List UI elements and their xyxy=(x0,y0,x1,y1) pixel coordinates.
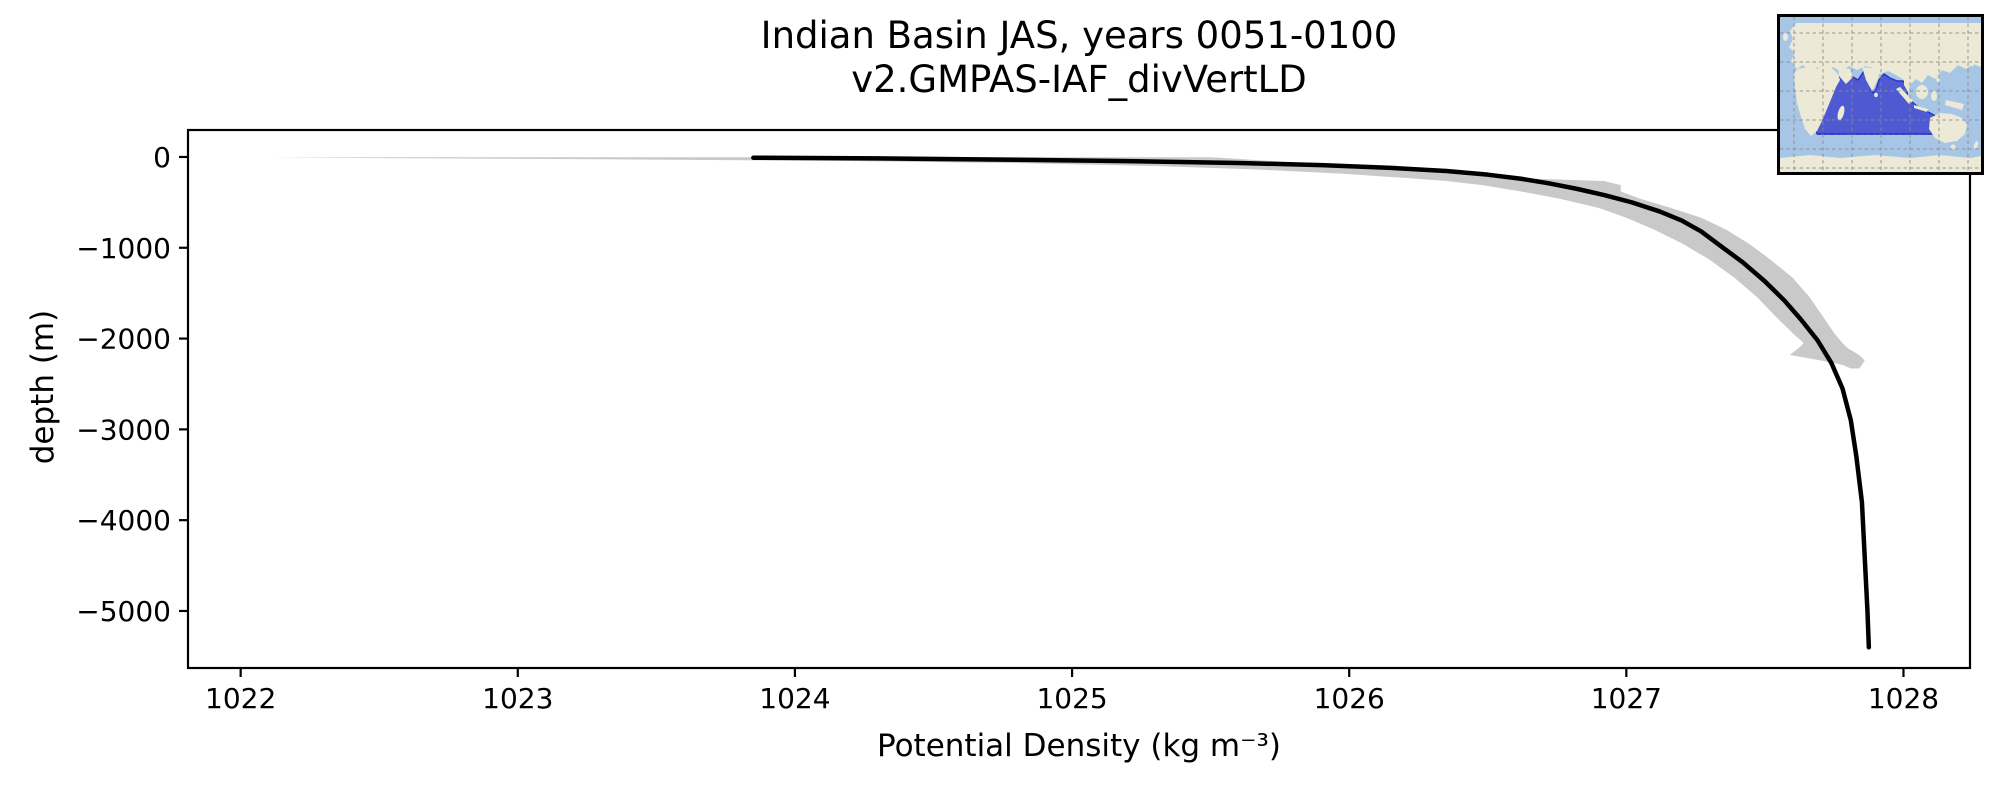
x-axis-label: Potential Density (kg m⁻³) xyxy=(876,728,1282,764)
x-tick-label: 1022 xyxy=(205,682,276,715)
region-inset-map xyxy=(1777,14,1984,175)
land-malay-peninsula xyxy=(1904,77,1910,94)
x-tick-label: 1027 xyxy=(1591,682,1662,715)
land-eurasia xyxy=(1789,23,1981,85)
y-tick-label: −2000 xyxy=(76,323,171,356)
y-tick-label: 0 xyxy=(153,141,171,174)
chart-title-line1: Indian Basin JAS, years 0051-0100 xyxy=(760,14,1398,57)
x-tick-label: 1028 xyxy=(1868,682,1939,715)
land-japan-2 xyxy=(1970,61,1974,67)
land-java xyxy=(1914,105,1928,112)
x-tick-label: 1025 xyxy=(1036,682,1107,715)
land-sri-lanka xyxy=(1874,92,1878,98)
inset-landmasses xyxy=(1780,23,1981,172)
chart-title: Indian Basin JAS, years 0051-0100 v2.GMP… xyxy=(188,14,1970,102)
y-tick-label: −1000 xyxy=(76,232,171,265)
land-new-zealand xyxy=(1973,141,1979,149)
y-tick-label: −4000 xyxy=(76,504,171,537)
y-tick-label: −3000 xyxy=(76,413,171,446)
x-tick-label: 1023 xyxy=(482,682,553,715)
chart-title-line2: v2.GMPAS-IAF_divVertLD xyxy=(851,58,1307,101)
inset-graticule xyxy=(1780,17,1981,172)
y-axis-label: depth (m) xyxy=(25,309,61,465)
land-sulawesi xyxy=(1931,91,1937,101)
x-tick-label: 1024 xyxy=(759,682,830,715)
land-japan-1 xyxy=(1964,54,1970,60)
std-band xyxy=(268,157,1865,369)
y-tick-label: −5000 xyxy=(76,595,171,628)
land-india xyxy=(1862,67,1880,91)
land-tasmania xyxy=(1950,144,1956,150)
land-africa xyxy=(1794,67,1840,136)
land-arabia xyxy=(1838,67,1853,84)
mean-profile-line xyxy=(751,155,1872,650)
land-britain xyxy=(1783,33,1788,41)
axes-spines xyxy=(186,128,1972,670)
x-tick-label: 1026 xyxy=(1314,682,1385,715)
land-madagascar xyxy=(1837,105,1845,121)
land-new-guinea xyxy=(1945,100,1964,110)
land-borneo xyxy=(1916,85,1928,99)
